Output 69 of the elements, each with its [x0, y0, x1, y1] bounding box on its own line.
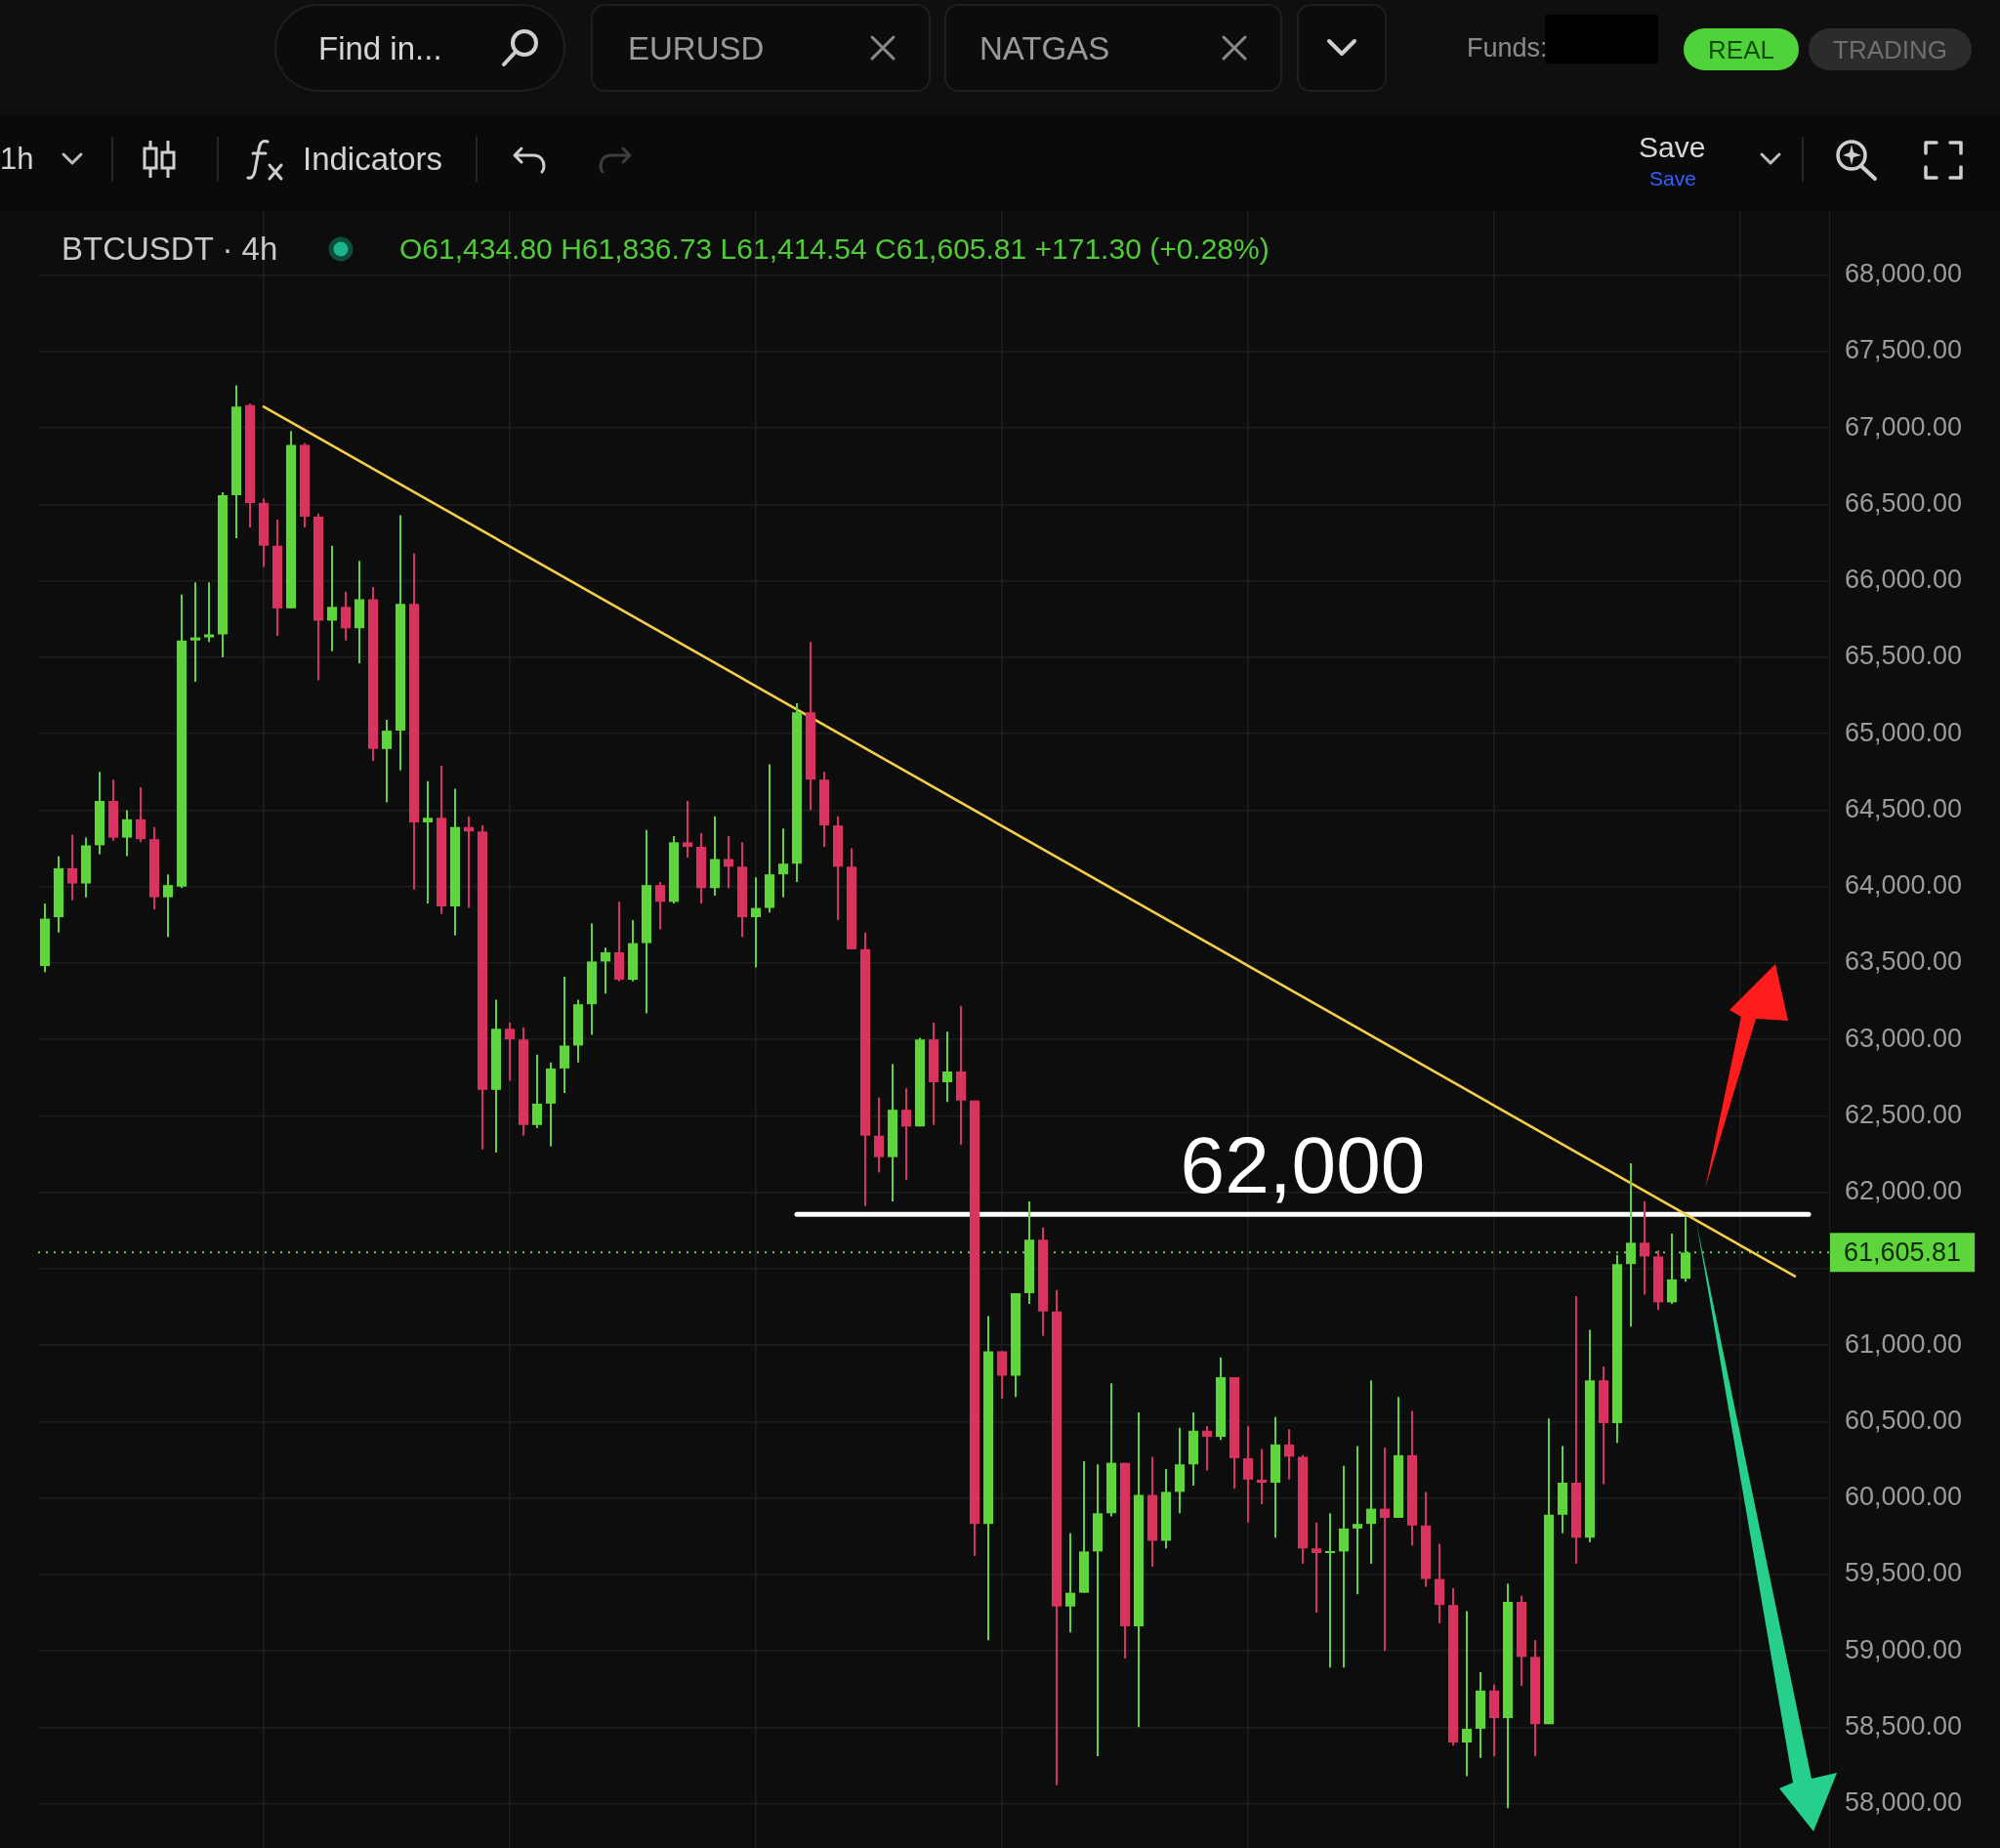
candlestick — [654, 880, 666, 931]
candlestick — [504, 1021, 516, 1082]
text: Save — [1649, 167, 1696, 189]
candlestick — [135, 785, 146, 844]
text: Funds: — [1467, 33, 1548, 63]
y-tick-label: 58,500.00 — [1845, 1710, 1963, 1741]
y-tick-label: 68,000.00 — [1845, 259, 1963, 289]
text: Indicators — [303, 141, 443, 177]
y-tick-label: 64,000.00 — [1845, 870, 1963, 901]
y-tick-label: 66,500.00 — [1845, 487, 1963, 518]
candlestick — [1352, 1445, 1363, 1596]
search-field: Find in... — [274, 4, 565, 92]
tab: NATGAS — [944, 4, 1282, 92]
candlestick — [203, 581, 215, 644]
candlestick — [900, 1087, 912, 1182]
candlestick — [1201, 1425, 1213, 1472]
ref-line-label: 61,605.81 — [1844, 1237, 1962, 1267]
candlestick — [559, 976, 570, 1094]
y-tick-label: 62,500.00 — [1845, 1099, 1963, 1129]
tab: EURUSD — [591, 4, 931, 92]
candlestick — [1242, 1425, 1254, 1524]
series-label: 62,000 — [1180, 1119, 1426, 1209]
text: BTCUSDT · 4h — [62, 231, 278, 267]
y-tick-label: 58,000.00 — [1845, 1787, 1963, 1818]
y-tick-label: 65,500.00 — [1845, 641, 1963, 671]
candlestick — [66, 833, 78, 902]
text: 1h — [0, 142, 34, 176]
candlestick — [531, 1053, 543, 1129]
candlestick — [600, 946, 611, 995]
candlestick — [1311, 1521, 1322, 1615]
candlestick — [750, 876, 762, 969]
y-tick-label: 59,500.00 — [1845, 1558, 1963, 1588]
y-tick-label: 65,000.00 — [1845, 717, 1963, 747]
candlestick — [326, 544, 338, 652]
candlestick — [1639, 1200, 1650, 1296]
candlestick — [1064, 1532, 1076, 1634]
y-tick-label: 60,000.00 — [1845, 1482, 1963, 1512]
y-tick-label: 63,500.00 — [1845, 946, 1963, 977]
candlestick — [1461, 1610, 1473, 1778]
y-tick-label: 59,000.00 — [1845, 1634, 1963, 1664]
candlestick — [189, 581, 201, 683]
y-tick-label: 61,000.00 — [1845, 1328, 1963, 1359]
candlestick — [422, 779, 434, 904]
candlestick — [1256, 1448, 1268, 1505]
candlestick — [941, 1030, 953, 1104]
pill-button: TRADING — [1809, 28, 1972, 70]
y-tick-label: 60,500.00 — [1845, 1405, 1963, 1435]
y-tick-label: 67,500.00 — [1845, 335, 1963, 365]
candlestick — [121, 809, 133, 858]
candlestick — [1379, 1447, 1391, 1653]
y-tick-label: 64,500.00 — [1845, 793, 1963, 823]
candlestick — [1365, 1379, 1377, 1565]
candlestick — [682, 800, 693, 859]
y-tick-label: 62,000.00 — [1845, 1176, 1963, 1206]
candlestick — [1283, 1428, 1295, 1481]
candlestick — [1324, 1512, 1336, 1669]
candlestick — [873, 1096, 885, 1174]
text: O61,434.80 H61,836.73 L61,414.54 C61,605.81 +171.30 (+0.28%) — [399, 232, 1270, 265]
candlestick — [162, 873, 174, 939]
candlestick — [777, 827, 789, 899]
y-tick-label: 63,000.00 — [1845, 1023, 1963, 1053]
pill-button: REAL — [1684, 28, 1799, 70]
candlestick — [1338, 1464, 1350, 1669]
candlestick — [1666, 1232, 1678, 1305]
text: Save — [1639, 131, 1706, 163]
y-tick-label: 66,000.00 — [1845, 565, 1963, 595]
candlestick — [340, 590, 352, 642]
candlestick — [381, 719, 393, 804]
y-tick-label: 67,000.00 — [1845, 411, 1963, 441]
